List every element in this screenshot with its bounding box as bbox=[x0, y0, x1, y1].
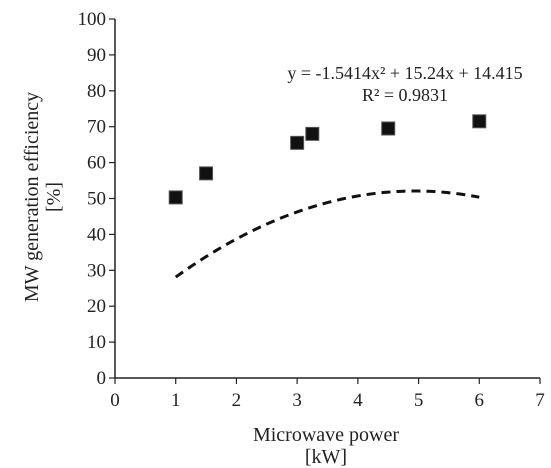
x-ticks: 0 1 2 3 4 5 6 7 bbox=[110, 378, 545, 411]
trendline bbox=[174, 189, 480, 279]
x-tick-label: 5 bbox=[414, 390, 424, 411]
data-point bbox=[290, 135, 305, 150]
data-point bbox=[305, 126, 320, 141]
y-tick-label: 90 bbox=[87, 45, 106, 66]
data-point bbox=[472, 114, 487, 129]
trendline-equation: y = -1.5414x² + 15.24x + 14.415 bbox=[287, 63, 522, 83]
x-tick-label: 0 bbox=[110, 390, 120, 411]
y-tick-label: 10 bbox=[87, 332, 106, 353]
y-tick-label: 100 bbox=[78, 9, 107, 30]
x-axis-title: Microwave power bbox=[253, 424, 399, 446]
x-tick-label: 1 bbox=[171, 390, 181, 411]
x-axis-unit: [kW] bbox=[305, 446, 347, 468]
y-tick-label: 60 bbox=[87, 153, 106, 174]
data-point bbox=[168, 190, 183, 205]
y-tick-label: 30 bbox=[87, 260, 106, 281]
y-tick-label: 70 bbox=[87, 117, 106, 138]
x-tick-label: 7 bbox=[535, 390, 545, 411]
y-tick-label: 80 bbox=[87, 81, 106, 102]
y-axis-unit: [%] bbox=[43, 182, 65, 212]
y-ticks: 0 10 20 30 40 50 60 70 80 90 100 bbox=[78, 9, 115, 389]
data-point bbox=[199, 166, 214, 181]
x-tick-label: 2 bbox=[232, 390, 242, 411]
y-tick-label: 50 bbox=[87, 189, 106, 210]
x-tick-label: 3 bbox=[292, 390, 302, 411]
x-tick-label: 6 bbox=[475, 390, 485, 411]
y-tick-label: 0 bbox=[97, 368, 107, 389]
trendline-curve bbox=[174, 189, 480, 279]
data-markers bbox=[168, 114, 487, 205]
x-tick-label: 4 bbox=[353, 390, 363, 411]
r-squared-label: R² = 0.9831 bbox=[362, 85, 448, 105]
y-tick-label: 20 bbox=[87, 296, 106, 317]
y-tick-label: 40 bbox=[87, 224, 106, 245]
y-axis-title: MW generation efficiency bbox=[21, 92, 43, 302]
data-point bbox=[381, 121, 396, 136]
